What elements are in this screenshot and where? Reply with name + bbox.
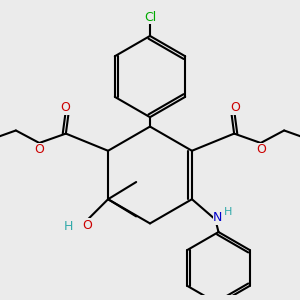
Text: H: H [224, 207, 233, 217]
Text: O: O [60, 101, 70, 114]
Text: O: O [34, 143, 44, 156]
Text: O: O [82, 219, 92, 232]
Text: O: O [230, 101, 240, 114]
Text: Cl: Cl [144, 11, 156, 24]
Text: H: H [63, 220, 73, 233]
Text: N: N [213, 212, 223, 224]
Text: O: O [256, 143, 266, 156]
